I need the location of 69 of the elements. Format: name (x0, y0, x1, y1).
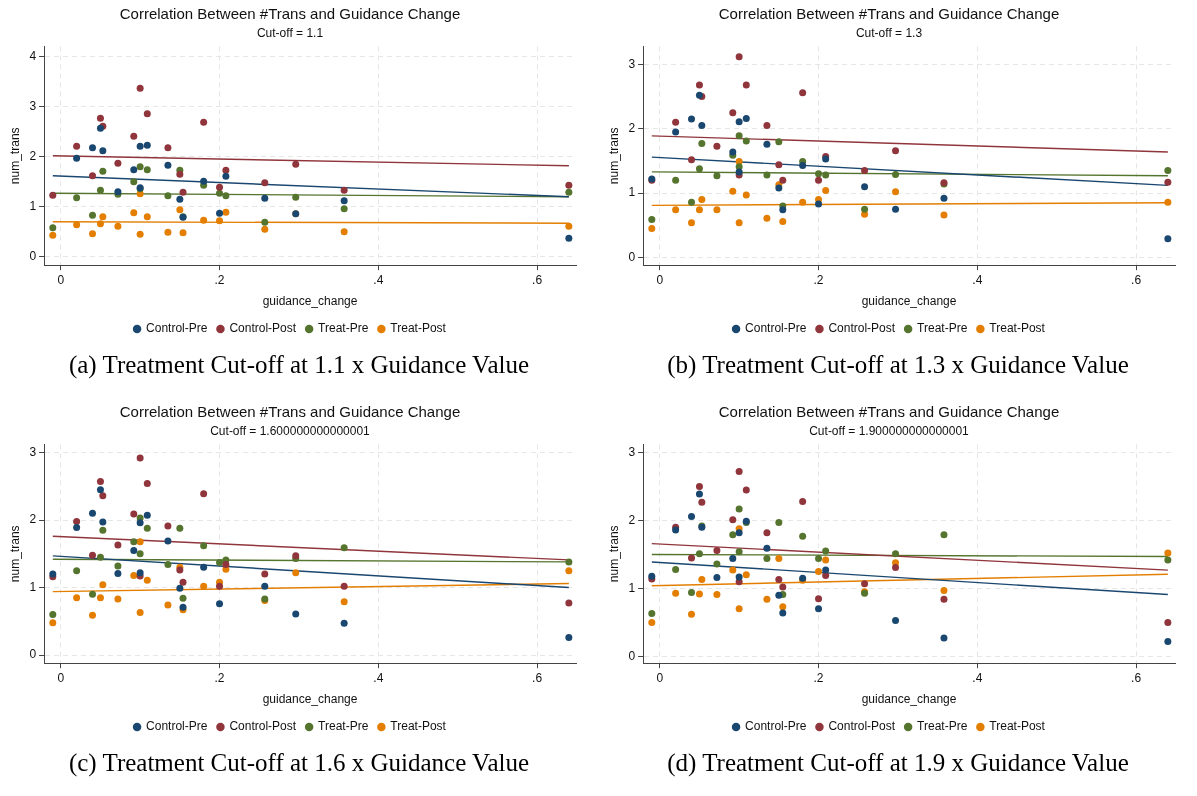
legend-label: Treat-Post (989, 321, 1046, 336)
chart-subtitle: Cut-off = 1.900000000000001 (809, 423, 970, 438)
legend-label: Treat-Pre (917, 719, 968, 734)
y-axis-title: num_trans (7, 127, 22, 185)
legend-label: Treat-Pre (318, 719, 369, 734)
y-tick-label: 0 (29, 248, 37, 263)
text: (c) Treatment Cut-off at 1.6 x Guidance Value (67, 749, 531, 777)
x-tick-label: .2 (214, 272, 225, 287)
legend-label: Treat-Post (989, 719, 1046, 734)
y-tick-label: 3 (29, 444, 37, 459)
x-tick-label: .6 (1131, 272, 1142, 287)
x-tick-label: .6 (532, 272, 543, 287)
y-axis-title: num_trans (606, 127, 621, 185)
text: (a) Treatment Cut-off at 1.1 x Guidance Value (67, 351, 531, 379)
y-tick-label: 1 (628, 580, 636, 595)
legend-label: Control-Pre (146, 719, 208, 734)
x-tick-label: 0 (656, 670, 664, 685)
legend-label: Control-Pre (745, 719, 807, 734)
x-tick-label: .2 (813, 670, 824, 685)
x-tick-label: 0 (57, 272, 65, 287)
y-tick-label: 1 (29, 198, 37, 213)
legend-label: Control-Pre (745, 321, 807, 336)
chart-title: Correlation Between #Trans and Guidance Change (718, 5, 1060, 23)
y-tick-label: 0 (628, 249, 636, 264)
x-axis-title: guidance_change (861, 692, 957, 707)
y-tick-label: 3 (628, 444, 636, 459)
legend-label: Control-Pre (146, 321, 208, 336)
chart-title: Correlation Between #Trans and Guidance Change (119, 5, 461, 23)
legend-label: Treat-Post (390, 719, 447, 734)
x-axis-title: guidance_change (262, 692, 358, 707)
x-tick-label: .4 (972, 670, 983, 685)
legend-label: Control-Post (229, 719, 297, 734)
x-tick-label: .2 (813, 272, 824, 287)
y-tick-label: 0 (29, 647, 37, 662)
y-tick-label: 4 (29, 48, 37, 63)
y-axis-title: num_trans (7, 525, 22, 583)
x-tick-label: .6 (1131, 670, 1142, 685)
chart-title: Correlation Between #Trans and Guidance Change (718, 403, 1060, 421)
text: (d) Treatment Cut-off at 1.9 x Guidance Value (666, 749, 1130, 777)
chart-subtitle: Cut-off = 1.600000000000001 (210, 423, 371, 438)
y-tick-label: 2 (29, 148, 37, 163)
y-tick-label: 0 (628, 648, 636, 663)
y-tick-label: 2 (628, 121, 636, 136)
x-tick-label: .4 (972, 272, 983, 287)
x-tick-label: .4 (373, 670, 384, 685)
x-tick-label: .4 (373, 272, 384, 287)
x-axis-title: guidance_change (262, 294, 358, 309)
x-tick-label: 0 (57, 670, 65, 685)
legend-label: Treat-Pre (318, 321, 369, 336)
y-axis-title: num_trans (606, 525, 621, 583)
x-tick-label: 0 (656, 272, 664, 287)
chart-subtitle: Cut-off = 1.1 (256, 25, 324, 40)
x-axis-title: guidance_change (861, 294, 957, 309)
legend-label: Control-Post (229, 321, 297, 336)
legend-label: Treat-Post (390, 321, 447, 336)
y-tick-label: 2 (628, 512, 636, 527)
y-tick-label: 3 (628, 56, 636, 71)
y-tick-label: 3 (29, 98, 37, 113)
y-tick-label: 2 (29, 512, 37, 527)
chart-subtitle: Cut-off = 1.3 (855, 25, 923, 40)
legend-label: Control-Post (828, 321, 896, 336)
y-tick-label: 1 (29, 579, 37, 594)
chart-title: Correlation Between #Trans and Guidance Change (119, 403, 461, 421)
legend-label: Treat-Pre (917, 321, 968, 336)
x-tick-label: .2 (214, 670, 225, 685)
text: (b) Treatment Cut-off at 1.3 x Guidance Value (666, 351, 1130, 379)
x-tick-label: .6 (532, 670, 543, 685)
legend-label: Control-Post (828, 719, 896, 734)
y-tick-label: 1 (628, 185, 636, 200)
